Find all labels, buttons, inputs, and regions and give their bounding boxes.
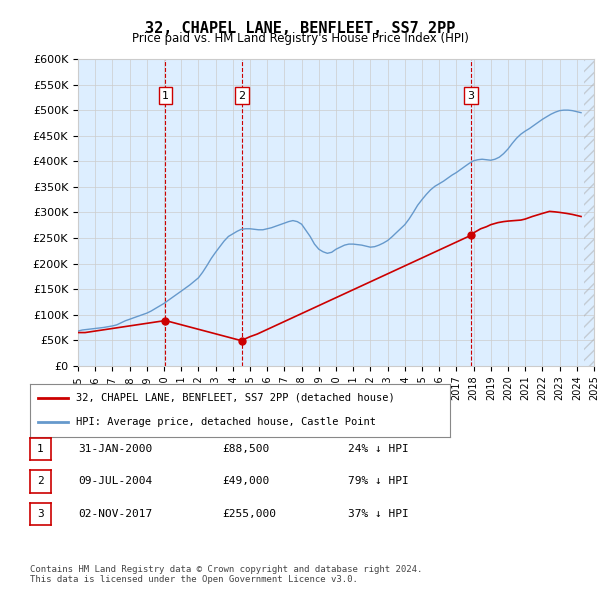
Text: 1: 1 — [162, 91, 169, 101]
Text: £255,000: £255,000 — [222, 509, 276, 519]
Text: 24% ↓ HPI: 24% ↓ HPI — [348, 444, 409, 454]
Text: £49,000: £49,000 — [222, 477, 269, 486]
Text: 37% ↓ HPI: 37% ↓ HPI — [348, 509, 409, 519]
Text: £88,500: £88,500 — [222, 444, 269, 454]
Text: 2: 2 — [37, 477, 44, 486]
Text: Price paid vs. HM Land Registry's House Price Index (HPI): Price paid vs. HM Land Registry's House … — [131, 32, 469, 45]
Text: 3: 3 — [467, 91, 474, 101]
Text: 79% ↓ HPI: 79% ↓ HPI — [348, 477, 409, 486]
Text: 3: 3 — [37, 509, 44, 519]
Text: 32, CHAPEL LANE, BENFLEET, SS7 2PP: 32, CHAPEL LANE, BENFLEET, SS7 2PP — [145, 21, 455, 35]
Text: HPI: Average price, detached house, Castle Point: HPI: Average price, detached house, Cast… — [76, 417, 376, 427]
Text: 31-JAN-2000: 31-JAN-2000 — [78, 444, 152, 454]
Text: 09-JUL-2004: 09-JUL-2004 — [78, 477, 152, 486]
Text: 2: 2 — [238, 91, 245, 101]
Text: 02-NOV-2017: 02-NOV-2017 — [78, 509, 152, 519]
Text: 1: 1 — [37, 444, 44, 454]
Text: 32, CHAPEL LANE, BENFLEET, SS7 2PP (detached house): 32, CHAPEL LANE, BENFLEET, SS7 2PP (deta… — [76, 393, 395, 403]
Text: Contains HM Land Registry data © Crown copyright and database right 2024.
This d: Contains HM Land Registry data © Crown c… — [30, 565, 422, 584]
